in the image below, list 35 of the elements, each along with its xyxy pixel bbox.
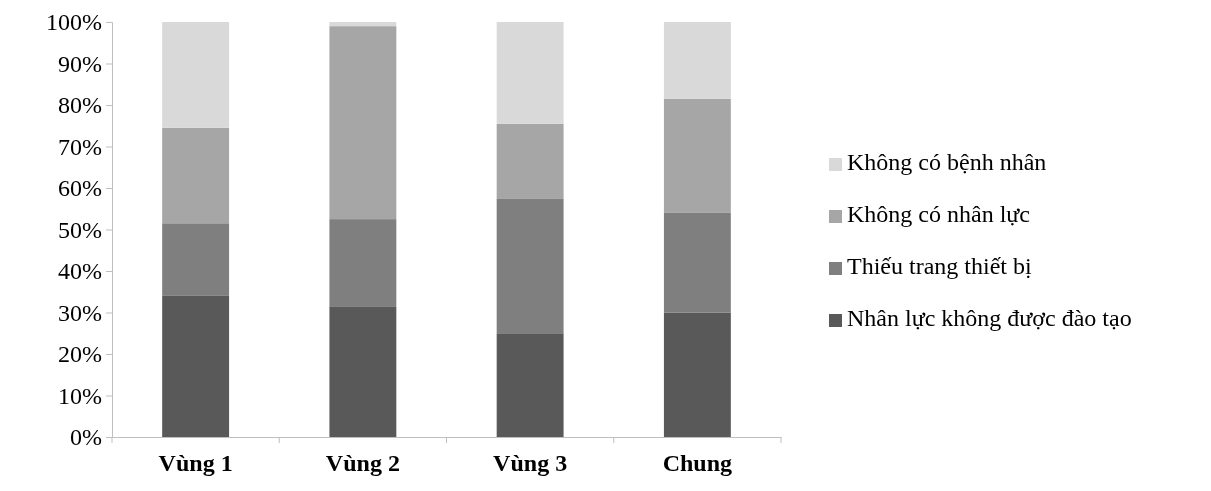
bar [496,123,564,199]
bar [663,22,731,99]
x-tick-label: Vùng 3 [493,450,568,477]
y-tick-label: 70% [58,133,102,160]
bar [329,306,397,437]
x-tick-label: Vùng 1 [158,450,233,477]
y-tick-label: 90% [58,50,102,77]
bar [663,212,731,313]
bar [162,223,230,296]
bar [162,295,230,437]
y-tick-label: 0% [70,424,102,451]
bar [329,219,397,307]
legend-label: Không có bệnh nhân [847,149,1047,175]
y-tick-label: 40% [58,258,102,285]
legend-label: Nhân lực không được đào tạo [847,305,1132,331]
y-tick-label: 10% [58,382,102,409]
y-tick-label: 30% [58,299,102,326]
y-tick-label: 80% [58,92,102,119]
y-tick-label: 50% [58,216,102,243]
x-tick-label: Chung [662,450,733,477]
legend-label: Thiếu trang thiết bị [847,253,1032,279]
bar [162,22,230,128]
bar [663,312,731,437]
y-tick-label: 60% [58,175,102,202]
bar [663,98,731,213]
bar [496,333,564,437]
bar [496,22,564,124]
bar [496,198,564,334]
y-tick-label: 20% [58,341,102,368]
x-tick-label: Vùng 2 [325,450,400,477]
bar [162,127,230,224]
y-tick-label: 100% [46,9,102,36]
bar [329,22,397,27]
legend-label: Không có nhân lực [847,201,1030,227]
bar [329,26,397,220]
